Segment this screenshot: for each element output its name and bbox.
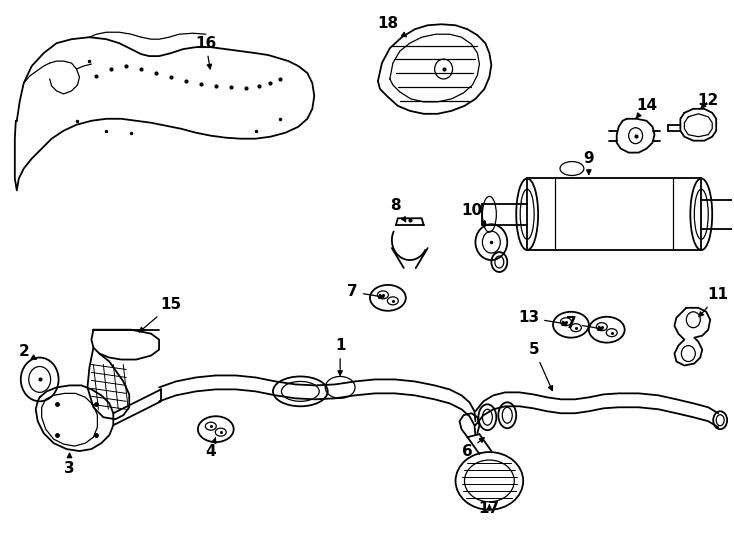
Text: 15: 15 (139, 298, 181, 332)
Text: 4: 4 (206, 438, 216, 458)
Text: 2: 2 (18, 344, 36, 359)
Text: 5: 5 (528, 342, 553, 390)
Text: 3: 3 (65, 453, 75, 476)
Text: 1: 1 (335, 338, 346, 375)
Text: 13: 13 (518, 310, 567, 326)
Text: 17: 17 (479, 501, 500, 516)
Text: 7: 7 (347, 285, 384, 299)
Text: 8: 8 (390, 198, 406, 221)
Text: 18: 18 (377, 16, 407, 37)
Text: 7: 7 (567, 316, 603, 331)
Text: 11: 11 (699, 287, 729, 316)
Text: 12: 12 (697, 93, 719, 109)
Text: 9: 9 (584, 151, 594, 174)
Text: 16: 16 (195, 36, 217, 69)
Text: 6: 6 (462, 438, 484, 458)
Text: 10: 10 (461, 203, 487, 225)
Text: 14: 14 (636, 98, 657, 118)
